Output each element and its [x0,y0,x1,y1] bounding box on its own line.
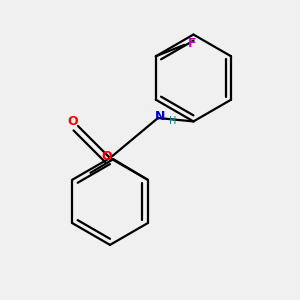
Text: O: O [67,115,78,128]
Text: H: H [169,116,177,126]
Text: F: F [188,37,197,50]
Text: N: N [155,110,166,123]
Text: O: O [101,150,112,164]
